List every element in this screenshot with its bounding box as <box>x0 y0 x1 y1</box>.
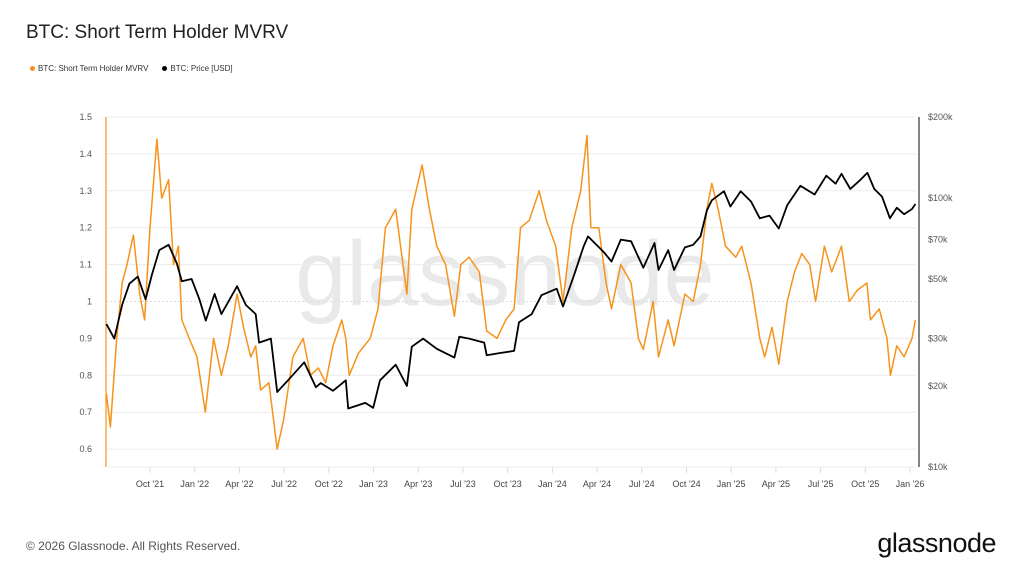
x-tick-label: Apr '23 <box>404 479 432 489</box>
legend-label: BTC: Short Term Holder MVRV <box>38 64 149 73</box>
x-tick-label: Jan '25 <box>717 479 746 489</box>
x-tick-label: Apr '24 <box>583 479 611 489</box>
y-left-tick-label: 1.5 <box>79 112 92 122</box>
y-left-tick-label: 0.6 <box>79 444 92 454</box>
x-tick-label: Oct '25 <box>851 479 879 489</box>
x-tick-label: Jan '26 <box>896 479 925 489</box>
y-right-tick-label: $30k <box>928 334 948 344</box>
y-left-tick-label: 1.4 <box>79 149 92 159</box>
y-right-tick-label: $20k <box>928 381 948 391</box>
y-left-tick-label: 1.2 <box>79 223 92 233</box>
x-tick-label: Apr '22 <box>225 479 253 489</box>
y-left-tick-label: 1 <box>87 297 92 307</box>
page-title: BTC: Short Term Holder MVRV <box>26 22 289 43</box>
mvrv-line <box>105 134 917 450</box>
x-tick-label: Jul '22 <box>271 479 297 489</box>
x-tick-label: Oct '24 <box>672 479 700 489</box>
y-left-tick-label: 1.3 <box>79 186 92 196</box>
y-right-tick-label: $70k <box>928 235 948 245</box>
x-tick-label: Apr '25 <box>762 479 790 489</box>
y-right-tick-label: $50k <box>928 274 948 284</box>
y-left-tick-label: 1.1 <box>79 260 92 270</box>
glassnode-logo: glassnode <box>877 528 996 558</box>
x-tick-label: Oct '21 <box>136 479 164 489</box>
y-right-tick-label: $200k <box>928 112 953 122</box>
x-tick-label: Jul '25 <box>808 479 834 489</box>
legend: BTC: Short Term Holder MVRV BTC: Price [… <box>30 64 233 73</box>
y-left-tick-label: 0.8 <box>79 370 92 380</box>
watermark: glassnode <box>295 223 714 325</box>
y-left-tick-label: 0.7 <box>79 407 92 417</box>
y-right-tick-label: $10k <box>928 462 948 472</box>
y-right-tick-label: $100k <box>928 193 953 203</box>
x-tick-label: Jul '23 <box>450 479 476 489</box>
legend-item-mvrv[interactable]: BTC: Short Term Holder MVRV <box>30 64 148 73</box>
legend-dot-icon <box>162 66 168 72</box>
y-left-tick-label: 0.9 <box>79 333 92 343</box>
legend-dot-icon <box>30 66 35 72</box>
x-tick-label: Oct '22 <box>315 479 343 489</box>
x-tick-label: Jul '24 <box>629 479 655 489</box>
price-line <box>105 171 917 410</box>
copyright: © 2026 Glassnode. All Rights Reserved. <box>26 539 241 553</box>
x-tick-label: Jan '22 <box>180 479 209 489</box>
x-tick-label: Jan '24 <box>538 479 567 489</box>
legend-item-price[interactable]: BTC: Price [USD] <box>162 64 233 73</box>
x-tick-label: Jan '23 <box>359 479 388 489</box>
legend-label: BTC: Price [USD] <box>170 64 233 73</box>
x-tick-label: Oct '23 <box>494 479 522 489</box>
